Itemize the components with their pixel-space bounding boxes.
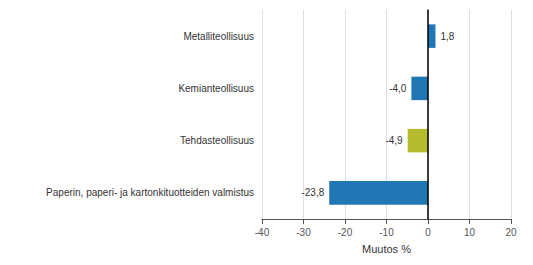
svg-text:20: 20 (505, 227, 517, 238)
svg-text:Kemianteollisuus: Kemianteollisuus (178, 83, 254, 94)
svg-text:-40: -40 (255, 227, 270, 238)
svg-text:10: 10 (464, 227, 476, 238)
svg-text:0: 0 (425, 227, 431, 238)
svg-text:-23,8: -23,8 (301, 187, 324, 198)
svg-text:Metalliteollisuus: Metalliteollisuus (183, 31, 254, 42)
svg-text:-10: -10 (379, 227, 394, 238)
svg-text:-4,0: -4,0 (389, 83, 407, 94)
svg-text:-30: -30 (296, 227, 311, 238)
svg-text:-4,9: -4,9 (385, 135, 403, 146)
svg-text:Tehdasteollisuus: Tehdasteollisuus (180, 135, 254, 146)
svg-text:Paperin, paperi- ja kartonkitu: Paperin, paperi- ja kartonkituotteiden v… (46, 187, 254, 198)
svg-text:1,8: 1,8 (440, 31, 454, 42)
svg-text:Muutos %: Muutos % (362, 243, 411, 255)
svg-text:-20: -20 (338, 227, 353, 238)
